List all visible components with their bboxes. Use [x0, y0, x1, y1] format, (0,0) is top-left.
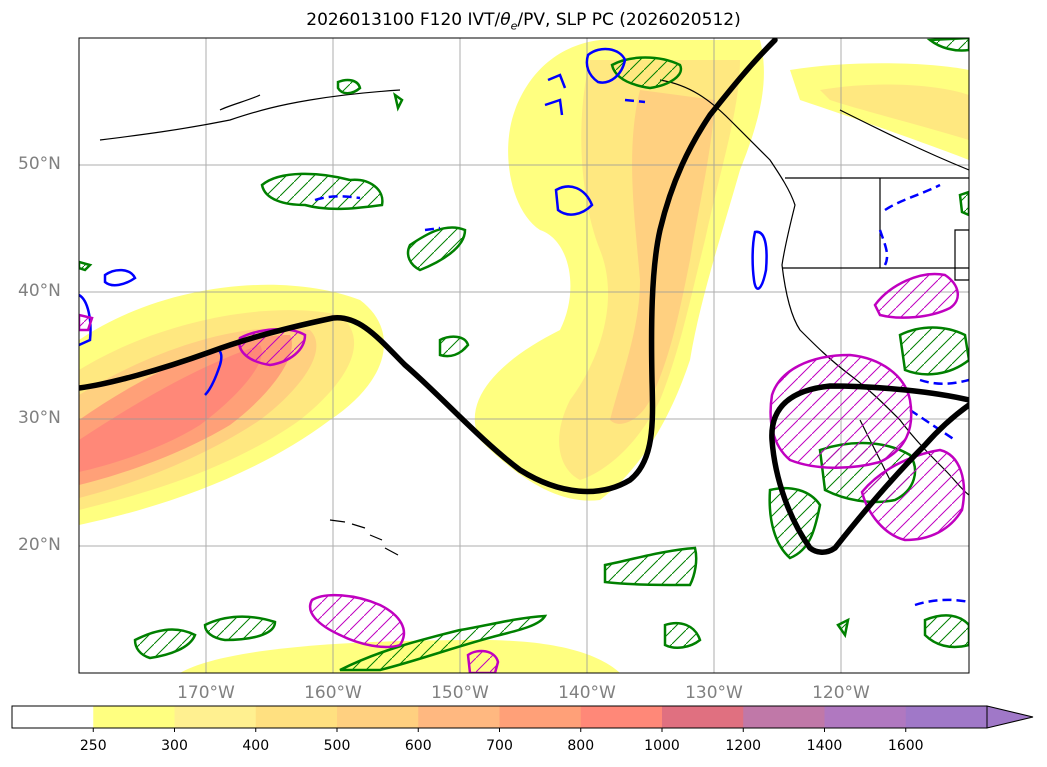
pv-negative-contours [79, 47, 969, 607]
lon-label: 170°W [177, 683, 235, 703]
colorbar-tick-label: 1600 [887, 738, 924, 754]
colorbar-tick-label: 250 [79, 738, 107, 754]
colorbar-tick-label: 800 [567, 738, 595, 754]
lat-label: 40°N [18, 281, 61, 301]
theta-e-contours [79, 272, 966, 673]
lon-label: 140°W [558, 683, 616, 703]
slp-pc-contours [79, 38, 969, 555]
colorbar-tick-label: 1200 [725, 738, 762, 754]
colorbar-tick-label: 300 [161, 738, 188, 754]
lon-label: 130°W [685, 683, 743, 703]
lat-label: 30°N [18, 408, 61, 428]
ivt-shading-west [79, 284, 384, 525]
lon-label: 150°W [431, 683, 489, 703]
colorbar-tick-label: 500 [323, 738, 351, 754]
lon-label: 120°W [812, 683, 870, 703]
map-frame [78, 37, 970, 674]
lat-label: 20°N [18, 535, 61, 555]
lat-label: 50°N [18, 154, 61, 174]
colorbar-tick-label: 700 [486, 738, 513, 754]
colorbar-tick-label: 400 [242, 738, 270, 754]
coastlines [99, 79, 969, 556]
lon-label: 160°W [304, 683, 362, 703]
colorbar-tick-label: 1000 [644, 738, 680, 754]
colorbar-tick-label: 600 [404, 738, 432, 754]
colorbar-tick-label: 1400 [806, 738, 843, 754]
map-title: 2026013100 F120 IVT/θe/PV, SLP PC (20260… [306, 10, 741, 33]
